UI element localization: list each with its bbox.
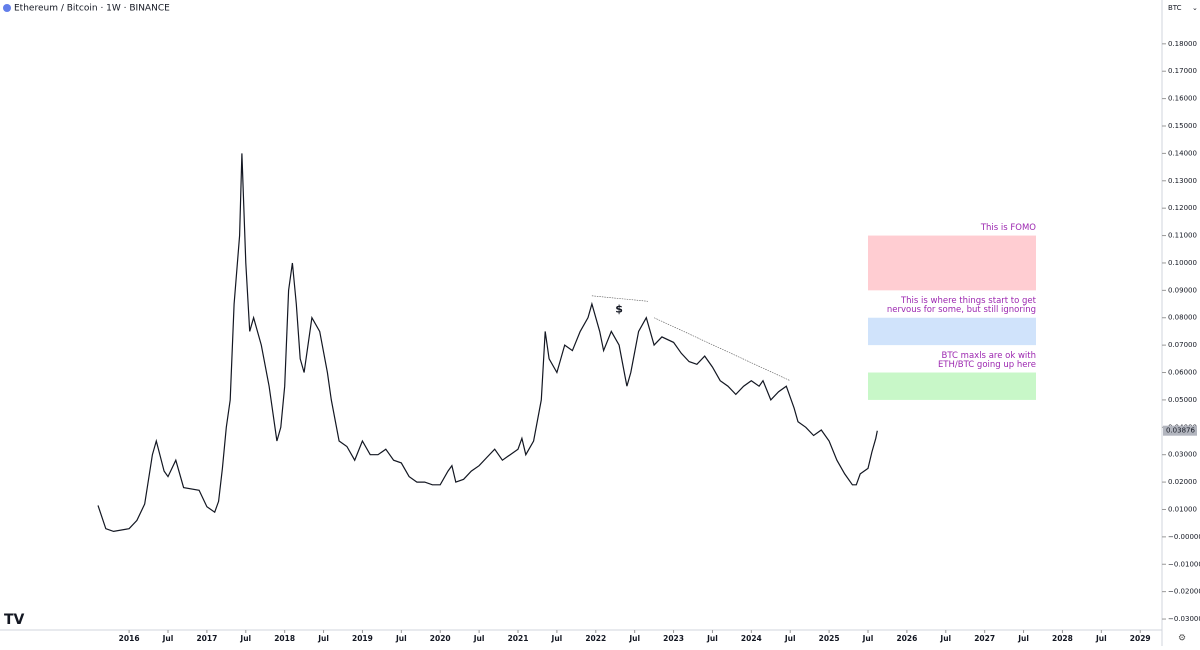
symbol-icon <box>3 4 11 12</box>
y-tick-label: −0.02000 <box>1168 588 1200 596</box>
y-tick-label: −0.03000 <box>1168 615 1200 623</box>
x-tick-label: Jul <box>628 634 640 643</box>
x-tick-label: 2021 <box>508 634 529 643</box>
x-tick-label: 2016 <box>119 634 140 643</box>
y-tick-label: 0.17000 <box>1168 67 1197 75</box>
zone-label: nervous for some, but still ignoring <box>887 305 1036 315</box>
y-tick-label: 0.03000 <box>1168 451 1197 459</box>
y-tick-label: 0.02000 <box>1168 478 1197 486</box>
zone-label: This is FOMO <box>980 223 1036 233</box>
y-tick-label: 0.18000 <box>1168 40 1197 48</box>
x-tick-label: 2019 <box>352 634 373 643</box>
x-tick-label: Jul <box>473 634 485 643</box>
x-tick-label: Jul <box>317 634 329 643</box>
x-tick-label: Jul <box>395 634 407 643</box>
last-price-badge <box>1163 425 1197 436</box>
x-tick-label: 2029 <box>1130 634 1151 643</box>
x-tick-label: Jul <box>1095 634 1107 643</box>
currency-select[interactable] <box>1163 0 1200 16</box>
y-tick-label: 0.12000 <box>1168 204 1197 212</box>
x-tick-label: Jul <box>706 634 718 643</box>
x-tick-label: Jul <box>1017 634 1029 643</box>
x-tick-label: Jul <box>551 634 563 643</box>
trend-line <box>653 317 791 382</box>
y-tick-label: 0.14000 <box>1168 149 1197 157</box>
y-tick-label: 0.09000 <box>1168 286 1197 294</box>
y-tick-label: 0.10000 <box>1168 259 1197 267</box>
zone-label: This is where things start to get <box>900 296 1037 306</box>
y-tick-label: −0.01000 <box>1168 560 1200 568</box>
x-tick-label: Jul <box>239 634 251 643</box>
symbol-title: Ethereum / Bitcoin · 1W · BINANCE <box>14 4 170 14</box>
x-tick-label: 2025 <box>819 634 840 643</box>
y-tick-label: 0.05000 <box>1168 396 1197 404</box>
zone <box>868 235 1036 291</box>
y-tick-label: 0.13000 <box>1168 177 1197 185</box>
x-tick-label: Jul <box>162 634 174 643</box>
y-tick-label: 0.01000 <box>1168 505 1197 513</box>
x-tick-label: 2028 <box>1052 634 1073 643</box>
x-tick-label: 2026 <box>896 634 917 643</box>
y-tick-label: −0.00000 <box>1168 533 1200 541</box>
x-tick-label: 2022 <box>585 634 606 643</box>
price-line <box>97 153 878 533</box>
zone-label: BTC maxls are ok with <box>942 351 1036 361</box>
y-tick-label: 0.08000 <box>1168 314 1197 322</box>
x-tick-label: 2024 <box>741 634 762 643</box>
x-tick-label: 2027 <box>974 634 995 643</box>
x-tick-label: 2017 <box>196 634 217 643</box>
y-tick-label: 0.16000 <box>1168 95 1197 103</box>
currency[interactable]: BTC <box>1168 4 1182 12</box>
x-tick-label: 2020 <box>430 634 451 643</box>
x-tick-label: 2018 <box>274 634 295 643</box>
last-price-label: 0.03876 <box>1166 427 1195 435</box>
marker: $ <box>615 303 623 316</box>
y-tick-label: 0.15000 <box>1168 122 1197 130</box>
y-tick-label: 0.07000 <box>1168 341 1197 349</box>
dropdown-arrow[interactable]: ⌄ <box>1192 4 1198 12</box>
x-tick-label: Jul <box>784 634 796 643</box>
zone-label: ETH/BTC going up here <box>938 360 1036 370</box>
trend-line <box>591 295 648 302</box>
zone <box>868 317 1036 346</box>
x-tick-label: Jul <box>862 634 874 643</box>
logo: TV <box>4 612 25 628</box>
y-tick-label: 0.06000 <box>1168 369 1197 377</box>
x-tick-label: 2023 <box>663 634 684 643</box>
zone <box>868 372 1036 400</box>
settings-icon[interactable]: ⚙ <box>1178 634 1186 644</box>
x-tick-label: Jul <box>939 634 951 643</box>
y-tick-label: 0.11000 <box>1168 232 1197 240</box>
